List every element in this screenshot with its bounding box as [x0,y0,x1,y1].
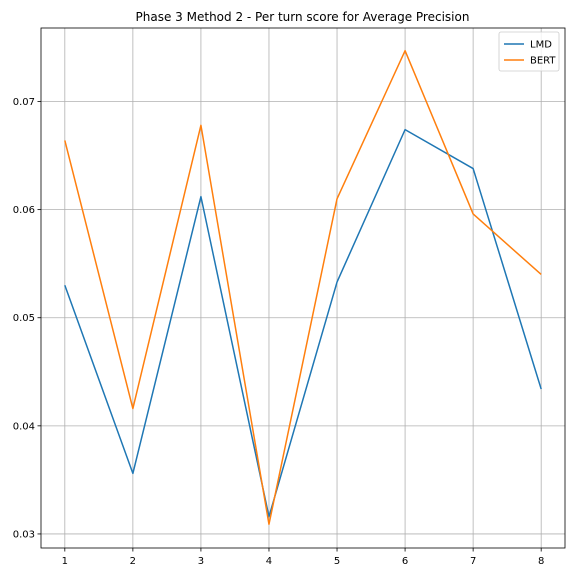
x-axis-ticks: 1 2 3 4 5 6 7 8 [62,548,544,567]
x-tick-label: 4 [266,556,272,567]
x-tick-label: 2 [130,556,136,567]
x-tick-label: 1 [62,556,68,567]
chart-title: Phase 3 Method 2 - Per turn score for Av… [136,10,470,24]
legend-label: LMD [530,40,552,51]
y-tick-label: 0.05 [13,313,35,324]
y-tick-label: 0.06 [13,205,35,216]
y-tick-label: 0.07 [13,97,35,108]
series-layer [64,49,542,525]
series-line-bert [64,49,542,525]
grid-lines [41,28,565,548]
legend-label: BERT [530,56,556,67]
legend-box [498,31,560,72]
x-tick-label: 7 [470,556,476,567]
plot-frame [40,27,566,549]
x-tick-label: 6 [402,556,408,567]
x-tick-label: 5 [334,556,340,567]
x-tick-label: 3 [198,556,204,567]
legend: LMD BERT [498,31,560,72]
x-tick-label: 8 [538,556,544,567]
y-tick-label: 0.03 [13,529,35,540]
y-axis-ticks: 0.03 0.04 0.05 0.06 0.07 [13,97,41,540]
series-line-lmd [64,128,542,518]
y-tick-label: 0.04 [13,421,35,432]
